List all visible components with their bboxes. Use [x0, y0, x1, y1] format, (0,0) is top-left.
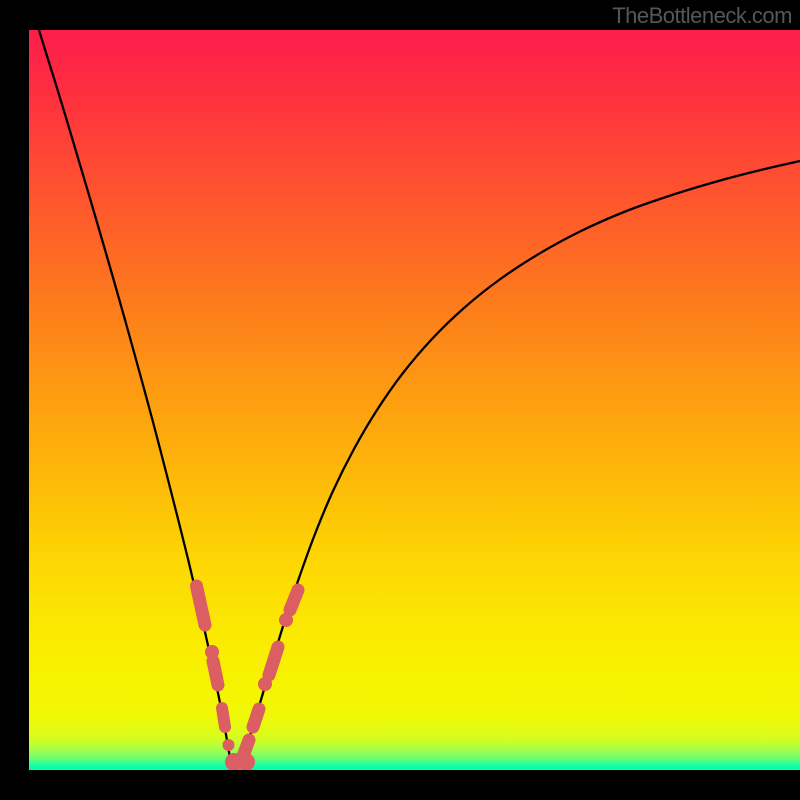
chart-root: TheBottleneck.com: [0, 0, 800, 800]
curve-marker-dot: [279, 613, 293, 627]
curve-marker: [222, 708, 225, 727]
left-curve: [39, 30, 234, 770]
attribution-text: TheBottleneck.com: [612, 3, 792, 29]
curve-marker: [213, 661, 218, 685]
curve-marker: [253, 709, 259, 727]
curve-marker-dot: [223, 739, 235, 751]
curve-layer: [29, 30, 800, 770]
curve-marker: [197, 586, 206, 625]
curve-marker-dot: [205, 645, 219, 659]
right-curve: [234, 161, 800, 770]
curve-marker: [290, 590, 298, 610]
curve-marker-dot: [258, 677, 272, 691]
curve-marker: [269, 647, 278, 675]
plot-area: [29, 30, 800, 770]
